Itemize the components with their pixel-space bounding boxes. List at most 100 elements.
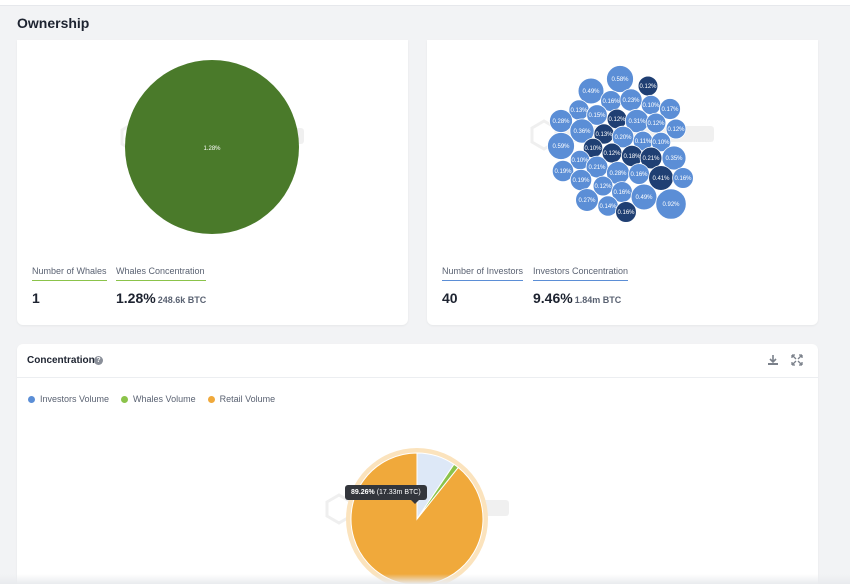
investors-concentration-stat: Investors Concentration 9.46% 1.84m BTC (533, 266, 629, 306)
whales-concentration-stat: Whales Concentration 1.28% 248.6k BTC (116, 266, 207, 306)
whales-pie-label: 1.28% (203, 146, 221, 152)
whales-concentration-rule (116, 280, 207, 281)
expand-icon[interactable] (791, 354, 803, 366)
investor-bubble[interactable] (586, 104, 608, 126)
whales-concentration-label: Whales Concentration (116, 266, 205, 276)
investor-bubble-label: 0.36% (573, 129, 591, 135)
download-icon[interactable] (767, 354, 779, 366)
question-circle-icon[interactable]: ? (94, 356, 103, 365)
investor-bubble[interactable] (665, 118, 687, 140)
concentration-legend: Investors Volume Whales Volume Retail Vo… (28, 394, 275, 404)
investor-bubble[interactable] (547, 132, 575, 160)
number-of-whales-stat: Number of Whales 1 (32, 266, 107, 306)
legend-dot-investors (28, 395, 35, 403)
investor-bubble[interactable] (606, 65, 634, 93)
investor-bubble[interactable] (630, 183, 658, 211)
number-of-whales-label: Number of Whales (32, 266, 107, 276)
investor-bubble-label: 0.92% (662, 202, 680, 208)
investors-concentration-label: Investors Concentration (533, 266, 629, 276)
investor-bubble-label: 0.16% (617, 210, 635, 216)
investors-card: 0.58% 0.49% 0.12% 0.16% 0.23% 0.10% 0.17% 0.13%… (427, 40, 818, 325)
number-of-whales-value: 1 (32, 290, 40, 306)
number-of-whales-rule (32, 280, 107, 281)
investor-bubble[interactable] (659, 98, 681, 120)
legend-label-whales: Whales Volume (133, 394, 196, 404)
legend-label-investors: Investors Volume (40, 394, 110, 404)
number-of-investors-stat: Number of Investors 40 (442, 266, 524, 306)
investor-bubble-label: 0.12% (608, 117, 626, 123)
investor-bubble-label: 0.13% (595, 132, 613, 138)
investor-bubble[interactable] (575, 188, 599, 212)
investor-bubble-label: 0.23% (622, 98, 640, 104)
whales-concentration-value: 1.28% (116, 290, 156, 306)
investor-bubble-label: 0.28% (609, 171, 627, 177)
investor-bubble-label: 0.41% (652, 176, 670, 182)
investor-bubble-label: 0.10% (652, 140, 670, 146)
legend-label-retail: Retail Volume (219, 394, 276, 404)
investor-bubble-label: 0.31% (628, 119, 646, 125)
whales-pie-slice[interactable] (125, 60, 299, 234)
investor-bubble-label: 0.18% (623, 154, 641, 160)
concentration-card: Concentration ? Investors Volume Whales … (17, 344, 818, 584)
investor-bubble-label: 0.27% (578, 198, 596, 204)
investor-bubble-label: 0.59% (552, 144, 570, 150)
investor-bubble-label: 0.10% (642, 103, 660, 109)
investor-bubble[interactable] (650, 131, 672, 153)
bottom-fade (0, 574, 850, 584)
investor-bubble-label: 0.20% (614, 135, 632, 141)
concentration-header: Concentration ? (17, 344, 818, 378)
investor-bubble-label: 0.21% (642, 156, 660, 162)
investor-bubble-label: 0.17% (661, 107, 679, 113)
tooltip-value: 89.26% (351, 489, 375, 496)
investor-bubble[interactable] (661, 145, 687, 171)
investors-concentration-btc: 1.84m BTC (574, 295, 622, 305)
investor-bubble-label: 0.12% (603, 151, 621, 157)
number-of-investors-label: Number of Investors (442, 266, 524, 276)
number-of-investors-value: 40 (442, 290, 458, 306)
investor-bubble-label: 0.12% (647, 121, 665, 127)
investor-bubble-label: 0.16% (613, 190, 631, 196)
investor-bubble[interactable] (655, 188, 687, 220)
investor-bubble-label: 0.13% (570, 108, 588, 114)
investor-bubble-label: 0.21% (588, 165, 606, 171)
concentration-pie-chart (325, 448, 509, 584)
investor-bubble[interactable] (551, 159, 575, 183)
investor-bubble-label: 0.12% (667, 127, 685, 133)
investor-bubble-label: 0.16% (630, 172, 648, 178)
investor-bubble[interactable] (577, 77, 605, 105)
investor-bubble-label: 0.28% (552, 119, 570, 125)
investor-bubble-label: 0.16% (674, 176, 692, 182)
investor-bubble[interactable] (645, 112, 667, 134)
investor-bubble[interactable] (615, 201, 637, 223)
investors-concentration-value: 9.46% (533, 290, 573, 306)
legend-dot-whales (121, 395, 129, 403)
investor-bubble-label: 0.35% (665, 156, 683, 162)
top-bar (0, 0, 850, 6)
number-of-investors-rule (442, 280, 524, 281)
investor-bubble-label: 0.10% (571, 158, 589, 164)
investor-bubble-label: 0.12% (594, 184, 612, 190)
investor-bubble-label: 0.10% (584, 146, 602, 152)
pie-slice-whales-volume[interactable] (416, 463, 459, 520)
legend-item-whales[interactable]: Whales Volume (121, 394, 196, 404)
legend-item-investors[interactable]: Investors Volume (28, 394, 109, 404)
investor-bubble-label: 0.49% (582, 89, 600, 95)
investor-bubble-label: 0.11% (635, 139, 652, 145)
whales-concentration-btc: 248.6k BTC (157, 295, 207, 305)
legend-item-retail[interactable]: Retail Volume (207, 394, 276, 404)
investors-bubble-chart: 0.58%0.49%0.12%0.16% 0.23%0.10%0.17%0.13%… (530, 65, 714, 223)
investor-bubble-label: 0.49% (635, 195, 653, 201)
concentration-title: Concentration (27, 355, 95, 366)
tooltip-detail: (17.33m BTC) (376, 489, 421, 496)
whales-pie-chart: 1.28% (120, 60, 304, 234)
investor-bubble[interactable] (592, 175, 614, 197)
investor-bubble[interactable] (672, 167, 694, 189)
whales-card: 1.28% Number of Whales 1 Whales Concentr… (17, 40, 408, 325)
investor-bubble-label: 0.12% (639, 84, 657, 90)
pie-tooltip: 89.26% (17.33m BTC) (345, 485, 427, 504)
investor-bubble-label: 0.15% (588, 113, 606, 119)
section-title: Ownership (17, 15, 90, 31)
investor-bubble-label: 0.58% (611, 77, 629, 83)
legend-dot-retail (207, 395, 215, 403)
investors-concentration-rule (533, 280, 629, 281)
